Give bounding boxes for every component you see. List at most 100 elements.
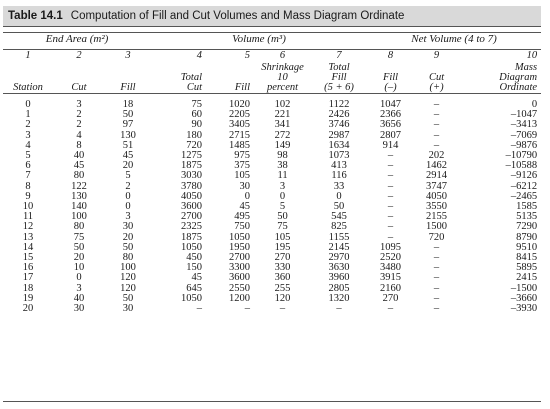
table-cell: 2155 [426, 212, 448, 223]
column-label-line: percent [266, 82, 299, 93]
table-cell: 20 [73, 253, 85, 264]
table-cell: 3550 [426, 202, 448, 213]
table-cell: 1462 [426, 161, 448, 172]
table-cell: 30 [122, 304, 134, 315]
table-cell: 255 [274, 283, 291, 294]
table-cell: 75 [277, 222, 288, 233]
table-cell: 100 [120, 263, 136, 274]
table-cell: 0 [76, 273, 82, 284]
table-cell: 105 [274, 232, 291, 243]
table-cell: –9876 [510, 140, 538, 151]
table-cell: 75 [73, 232, 85, 243]
table-cell: – [387, 191, 394, 202]
table-cell: – [433, 253, 440, 264]
table-row: 15 20 80 450 2700 270 2970 2520 – 8415 [3, 253, 541, 263]
table-cell: 195 [274, 242, 291, 253]
table-cell: 2700 [229, 253, 251, 264]
column-label-line: Fill [120, 82, 136, 93]
table-row: 0 3 18 75 1020 102 1122 1047 – 0 [3, 94, 541, 111]
table-cell: 2 [125, 181, 131, 192]
column-number: 8 [387, 50, 394, 61]
table-cell: 2205 [229, 110, 251, 121]
table-cell: 8790 [516, 232, 538, 243]
column-label-line: Total [328, 63, 350, 73]
table-cell: 14 [22, 242, 34, 253]
table-cell: 11 [22, 212, 34, 223]
table-cell: 8 [25, 181, 31, 192]
table-cell: 11 [277, 171, 288, 182]
table-cell: 50 [73, 242, 85, 253]
table-cell: 100 [71, 212, 87, 223]
table-cell: – [387, 181, 394, 192]
column-label-row: Station Cut Fill Total Cut Fill Shrinkage 10 per… [3, 63, 542, 94]
table-cell: 1095 [380, 242, 402, 253]
table-cell: 3480 [380, 263, 402, 274]
table-cell: 3 [25, 130, 31, 141]
table-cell: 0 [336, 191, 342, 202]
column-label-line: Fill [331, 72, 347, 83]
column-label-line: Diagram [499, 72, 538, 83]
table-cell: 3630 [328, 263, 350, 274]
table-cell: –6212 [510, 181, 538, 192]
table-cell: –3660 [510, 293, 538, 304]
column-number: 6 [279, 50, 286, 61]
table-cell: 2987 [328, 130, 350, 141]
table-cell: 3747 [426, 181, 448, 192]
table-cell: 45 [239, 202, 251, 213]
table-cell: 20 [22, 304, 34, 315]
column-number: 4 [196, 50, 203, 61]
column-label-line: Cut [428, 72, 445, 83]
table-cell: 18 [122, 99, 134, 110]
table-cell: 2807 [380, 130, 402, 141]
table-cell: 45 [191, 273, 203, 284]
table-cell: – [279, 304, 286, 315]
table-cell: 2550 [229, 283, 251, 294]
table-cell: 0 [244, 191, 251, 202]
table-cell: – [387, 232, 394, 243]
table-cell: 3746 [328, 120, 350, 131]
table-cell: 3 [279, 181, 286, 192]
table-cell: –1047 [510, 110, 538, 121]
table-cell: 3600 [229, 273, 251, 284]
table-cell: 1275 [181, 151, 203, 162]
table-cell: 2805 [328, 283, 350, 294]
table-cell: 9510 [516, 242, 538, 253]
table-cell: 3600 [181, 202, 203, 213]
table-cell: 1 [25, 110, 31, 121]
table-cell: 1050 [229, 232, 251, 243]
table-cell: 375 [234, 161, 251, 172]
table-caption-bar: Table 14.1 Computation of Fill and Cut Vo… [3, 6, 541, 27]
column-label-line: 10 [277, 72, 288, 83]
column-label: Shrinkage 10 percent [254, 63, 312, 94]
table-cell: 19 [22, 293, 34, 304]
table-cell: 1050 [181, 293, 203, 304]
table-cell: 7290 [516, 222, 538, 233]
table-cell: – [244, 304, 251, 315]
table-body: 0 3 18 75 1020 102 1122 1047–0 1 2 50 60 2205 221 2426… [3, 94, 541, 319]
table-cell: – [433, 99, 440, 110]
table-cell: –3413 [510, 120, 538, 131]
table-cell: 1634 [328, 140, 350, 151]
column-label-line: Total [180, 72, 203, 83]
table-cell: 13 [22, 232, 34, 243]
column-number: 9 [433, 50, 440, 61]
table-caption: Computation of Fill and Cut Volumes and … [70, 10, 405, 22]
table-row: 2 2 97 90 3405 341 3746 3656 – –3413 [3, 120, 541, 130]
column-label-line: (5 + 6) [324, 82, 354, 93]
column-label-line: (+) [429, 82, 444, 93]
table-cell: 2145 [328, 242, 350, 253]
table-row: 1 2 50 60 2205 221 2426 2366 – –1047 [3, 110, 541, 120]
table-cell: –10588 [505, 161, 538, 172]
table-cell: – [387, 304, 394, 315]
table-cell: 20 [122, 161, 134, 172]
table-cell: 914 [382, 140, 399, 151]
table-cell: 3 [125, 212, 131, 223]
table-cell: – [387, 212, 394, 223]
table-cell: 12 [22, 222, 34, 233]
table-cell: 3780 [181, 181, 203, 192]
table-cell: 130 [71, 191, 87, 202]
table-number: Table 14.1 [8, 10, 63, 22]
table-cell: 80 [73, 171, 85, 182]
table-cell: 4050 [181, 191, 203, 202]
column-label-line: Fill [382, 72, 399, 83]
